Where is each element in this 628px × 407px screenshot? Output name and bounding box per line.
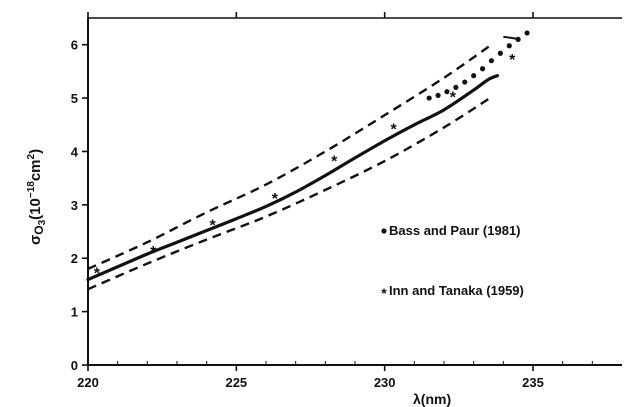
inn-tanaka-point: * <box>94 266 101 283</box>
bass-paur-point <box>497 50 503 56</box>
inn-tanaka-point: * <box>390 121 397 138</box>
series-solid-line <box>86 74 499 282</box>
bass-paur-point <box>444 89 450 95</box>
legend: Bass and Paur (1981) * Inn and Tanaka (195… <box>381 223 524 301</box>
bass-paur-point <box>462 79 468 85</box>
bass-paur-point <box>524 30 530 36</box>
y-axis-title-units-mid: cm <box>27 159 44 181</box>
upper-dash-tail <box>503 35 519 41</box>
legend-label: Inn and Tanaka (1959) <box>389 283 524 298</box>
y-tick-label: 1 <box>71 305 78 320</box>
y-axis-title-sub: O <box>32 225 46 234</box>
y-tick-label: 6 <box>71 38 78 53</box>
bass-paur-point <box>488 58 495 64</box>
bass-paur-point <box>471 73 477 79</box>
bass-paur-point <box>506 43 512 49</box>
x-tick-label: 225 <box>225 375 247 390</box>
y-tick-label: 3 <box>71 198 78 213</box>
y-axis-title-subsub: 3 <box>37 219 48 225</box>
bass-paur-point <box>426 95 432 101</box>
plot-frame <box>87 17 622 366</box>
inn-tanaka-point: * <box>450 89 457 106</box>
y-tick-label: 5 <box>71 91 78 106</box>
series-group: * * * * * * * * <box>86 30 530 291</box>
y-axis-title: σO3(10−18cm2) <box>26 149 48 245</box>
y-tick-label: 0 <box>71 358 78 373</box>
inn-tanaka-point: * <box>209 218 216 235</box>
axis-ticks: 220 225 230 235 0 1 2 3 4 5 6 <box>71 12 593 390</box>
axis-labels: λ(nm) <box>413 391 451 407</box>
x-tick-label: 235 <box>522 375 544 390</box>
series-dashed-line <box>87 43 493 271</box>
inn-tanaka-point: * <box>272 191 279 208</box>
y-axis-title-symbol: σ <box>27 235 44 245</box>
bass-paur-point <box>479 66 486 72</box>
legend-marker-star: * <box>381 285 387 301</box>
y-tick-label: 2 <box>71 251 78 266</box>
bass-paur-point <box>435 92 441 99</box>
bass-paur-point <box>453 84 459 90</box>
y-tick-label: 4 <box>71 144 79 159</box>
inn-tanaka-point: * <box>331 153 338 170</box>
inn-tanaka-point: * <box>509 52 516 69</box>
series-dashed-line <box>87 95 493 291</box>
x-tick-label: 220 <box>77 375 99 390</box>
legend-label: Bass and Paur (1981) <box>389 223 521 238</box>
y-axis-title-exp: −18 <box>26 181 37 198</box>
y-axis-title-units-pre: (10 <box>27 198 44 220</box>
y-axis-title-units-post: ) <box>27 149 44 154</box>
y-axis-title-units-exp: 2 <box>26 153 37 159</box>
inn-tanaka-point: * <box>150 244 157 261</box>
x-tick-label: 230 <box>374 375 396 390</box>
x-axis-title: λ(nm) <box>413 391 451 407</box>
legend-marker-dot <box>381 228 387 234</box>
